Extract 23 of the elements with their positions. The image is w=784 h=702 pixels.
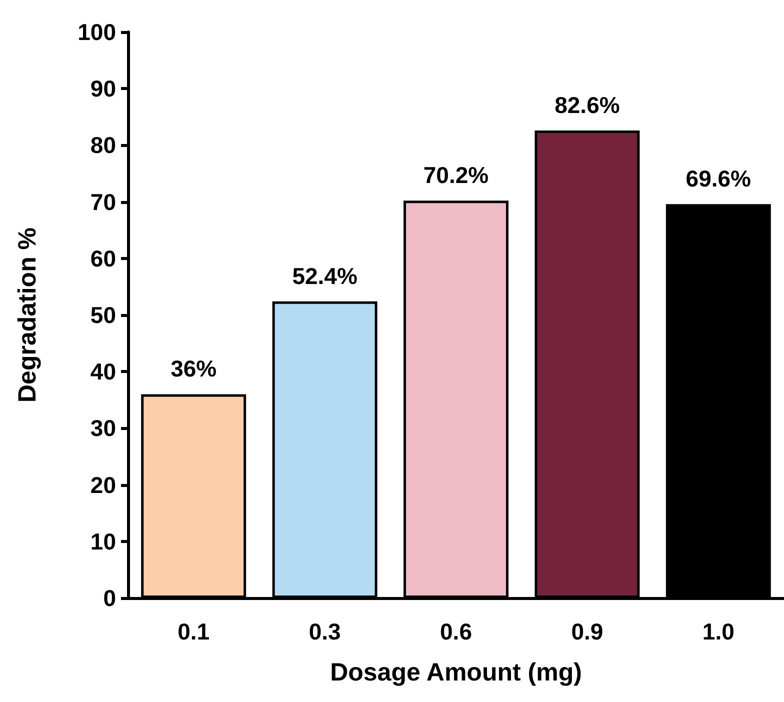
data-label: 70.2% bbox=[423, 162, 489, 188]
x-tick-label: 0.1 bbox=[178, 618, 210, 644]
y-axis-title: Degradation % bbox=[14, 227, 42, 403]
y-tick-label: 50 bbox=[90, 302, 116, 328]
x-tick-label: 0.3 bbox=[308, 618, 341, 644]
y-tick-label: 80 bbox=[90, 132, 116, 158]
x-axis-title: Dosage Amount (mg) bbox=[330, 658, 582, 686]
y-tick-label: 30 bbox=[90, 415, 116, 442]
x-tick-label: 0.6 bbox=[440, 618, 472, 644]
data-label: 69.6% bbox=[686, 166, 752, 192]
y-tick-label: 10 bbox=[90, 528, 116, 554]
y-tick-label: 70 bbox=[90, 188, 116, 215]
y-tick-label: 0 bbox=[103, 585, 116, 611]
y-tick-label: 40 bbox=[90, 358, 116, 385]
data-label: 82.6% bbox=[554, 92, 620, 118]
data-label: 36% bbox=[170, 356, 217, 382]
y-tick-label: 60 bbox=[90, 245, 116, 272]
x-tick-label: 0.9 bbox=[571, 618, 604, 644]
data-label: 52.4% bbox=[292, 262, 358, 289]
y-tick-label: 100 bbox=[78, 19, 116, 45]
x-tick-label: 1.0 bbox=[702, 618, 734, 644]
y-tick-label: 90 bbox=[90, 76, 116, 102]
y-tick-label: 20 bbox=[90, 472, 116, 498]
